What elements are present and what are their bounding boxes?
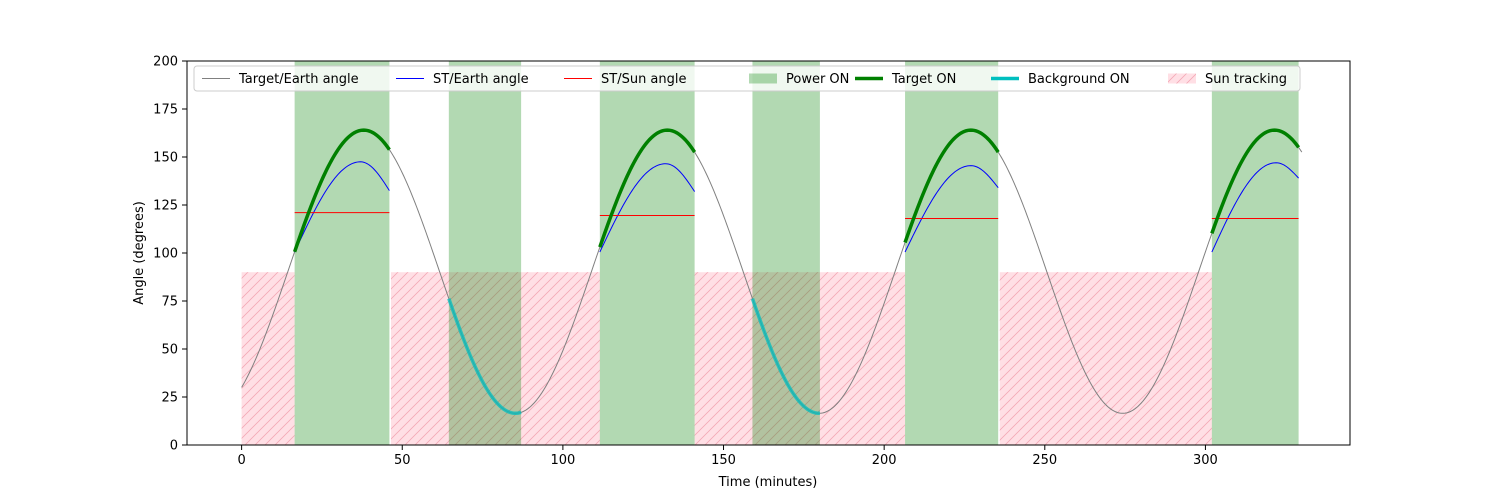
x-tick-label-100: 100 (550, 453, 575, 468)
x-axis: 0 50 100 150 200 250 300 (237, 445, 1218, 468)
y-tick-label-50: 50 (161, 343, 178, 358)
background-on-line-0 (447, 298, 522, 416)
sun-tracking-hatch-1 (391, 272, 600, 445)
x-axis-label: Time (minutes) (718, 475, 818, 490)
x-tick-label-150: 150 (711, 453, 736, 468)
y-axis: 0 25 50 75 100 125 150 175 200 (153, 55, 187, 454)
legend-box (193, 65, 1301, 92)
st-earth-line-0 (294, 161, 390, 253)
legend-label-target_on: Target ON (891, 72, 956, 87)
y-tick-label-175: 175 (153, 103, 178, 118)
y-tick-label-75: 75 (161, 295, 178, 310)
target-on-line-3 (1210, 128, 1301, 234)
power-on-span-0 (294, 61, 390, 445)
target-on-line-2 (903, 128, 1000, 244)
target-on-line-1 (598, 128, 697, 248)
power-on-span-5 (1211, 61, 1299, 445)
y-tick-label-200: 200 (153, 55, 178, 70)
legend: Target/Earth angle ST/Earth angle ST/Sun a… (193, 65, 1301, 92)
x-tick-label-200: 200 (872, 453, 897, 468)
y-tick-label-0: 0 (170, 439, 178, 454)
legend-hatch-sun_tracking (1168, 73, 1196, 84)
legend-label-st_earth: ST/Earth angle (433, 72, 529, 87)
x-tick-label-0: 0 (237, 453, 245, 468)
power-on-span-2 (599, 61, 695, 445)
sun-tracking-hatch-3 (999, 272, 1212, 445)
background-on-line-1 (750, 298, 820, 416)
power-on-areas (294, 61, 1299, 445)
power-on-span-1 (448, 61, 522, 445)
legend-swatch-power_on (749, 73, 777, 84)
sun-tracking-areas (241, 272, 1212, 445)
power-on-span-3 (752, 61, 820, 445)
y-tick-label-125: 125 (153, 199, 178, 214)
legend-label-sun_tracking: Sun tracking (1205, 72, 1287, 87)
data-lines (241, 128, 1303, 416)
legend-label-target_earth: Target/Earth angle (238, 72, 359, 87)
y-tick-label-150: 150 (153, 151, 178, 166)
legend-label-power_on: Power ON (786, 72, 849, 87)
y-axis-label: Angle (degrees) (132, 201, 147, 305)
st-earth-line-2 (904, 165, 999, 253)
sun-tracking-hatch-0 (241, 272, 295, 445)
sun-tracking-hatch-2 (694, 272, 906, 445)
x-tick-label-50: 50 (394, 453, 411, 468)
y-tick-label-100: 100 (153, 247, 178, 262)
st-earth-line-1 (599, 163, 696, 253)
x-tick-label-250: 250 (1032, 453, 1057, 468)
legend-label-background_on: Background ON (1028, 72, 1130, 87)
st-earth-line-3 (1211, 162, 1299, 253)
target-on-line-0 (292, 128, 391, 253)
power-on-span-4 (905, 61, 999, 445)
y-tick-label-25: 25 (161, 391, 178, 406)
x-tick-label-300: 300 (1193, 453, 1218, 468)
legend-label-st_sun: ST/Sun angle (601, 72, 687, 87)
